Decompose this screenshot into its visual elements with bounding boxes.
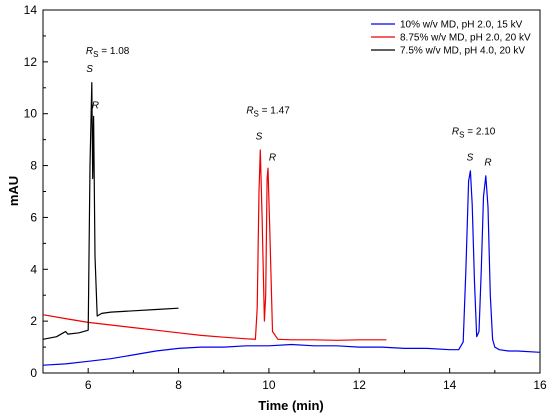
y-tick-label: 6 [30,210,37,224]
y-axis-title: mAU [6,176,21,206]
plot-frame [42,9,541,374]
x-axis: 6 8 10 12 14 16 [42,368,547,392]
series-line-0 [42,170,541,366]
y-tick-label: 8 [30,159,37,173]
y-tick-label: 0 [30,366,37,380]
legend-box [367,14,537,58]
peak-label: S [86,64,93,75]
resolution-annotation: RS = 1.08 [86,46,130,59]
legend-label-1: 8.75% w/v MD, pH 2.0, 20 kV [400,33,531,44]
y-tick-label: 4 [30,262,37,276]
peak-label: R [269,152,276,163]
legend-label-2: 7.5% w/v MD, pH 4.0, 20 kV [400,46,525,57]
series-line-1 [42,149,387,341]
resolution-annotation: RS = 2.10 [452,126,496,139]
x-axis-title: Time (min) [258,398,324,413]
peak-label: R [92,101,99,112]
y-tick-label: 14 [24,3,38,17]
x-tick-label: 16 [533,378,547,392]
x-tick-label: 12 [353,378,367,392]
x-tick-label: 14 [443,378,457,392]
y-tick-label: 2 [30,314,37,328]
peak-label: S [467,152,474,163]
peak-label: R [484,158,491,169]
y-axis: 0 2 4 6 8 10 12 14 [24,3,48,380]
x-tick-label: 8 [175,378,182,392]
peak-label: S [256,132,263,143]
x-tick-label: 10 [262,378,276,392]
y-tick-label: 10 [24,107,38,121]
series-line-2 [42,81,179,340]
legend: 10% w/v MD, pH 2.0, 15 kV 8.75% w/v MD, p… [367,14,537,58]
series-layer [42,81,541,366]
x-tick-label: 6 [85,378,92,392]
legend-label-0: 10% w/v MD, pH 2.0, 15 kV [400,20,523,31]
resolution-annotation: RS = 1.47 [246,106,290,119]
y-tick-label: 12 [24,55,38,69]
